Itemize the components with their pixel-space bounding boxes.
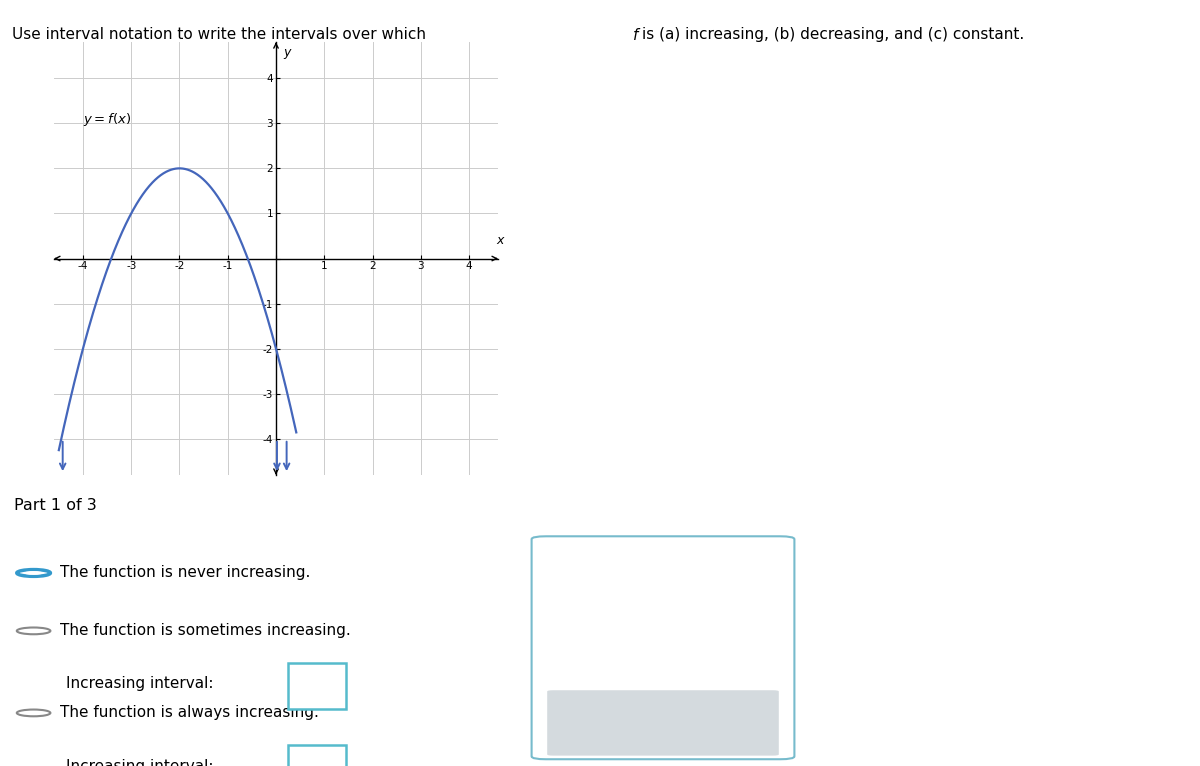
Text: -∞: -∞ [714,574,733,591]
Text: The function is always increasing.: The function is always increasing. [60,705,319,720]
FancyBboxPatch shape [547,690,779,755]
FancyBboxPatch shape [288,663,346,709]
Text: Part 1 of 3: Part 1 of 3 [14,498,97,513]
Text: $y = f(x)$: $y = f(x)$ [83,111,131,128]
Text: $x$: $x$ [496,234,505,247]
Text: X: X [605,716,619,735]
Circle shape [24,571,43,575]
Text: Increasing interval:: Increasing interval: [66,676,214,692]
Text: (□,□): (□,□) [568,574,620,591]
FancyBboxPatch shape [532,536,794,759]
Text: The function is sometimes increasing.: The function is sometimes increasing. [60,624,350,638]
Text: The function is never increasing.: The function is never increasing. [60,565,311,581]
Text: Increasing interval:: Increasing interval: [66,758,214,766]
Text: □∪□: □∪□ [568,628,613,646]
Text: is (a) increasing, (b) decreasing, and (c) constant.: is (a) increasing, (b) decreasing, and (… [642,27,1025,42]
Text: ↺: ↺ [715,716,732,736]
FancyBboxPatch shape [288,745,346,766]
Text: $y$: $y$ [283,47,293,61]
Text: Use interval notation to write the intervals over which: Use interval notation to write the inter… [12,27,431,42]
Text: $f$: $f$ [632,27,642,43]
Text: ∞: ∞ [641,574,655,591]
